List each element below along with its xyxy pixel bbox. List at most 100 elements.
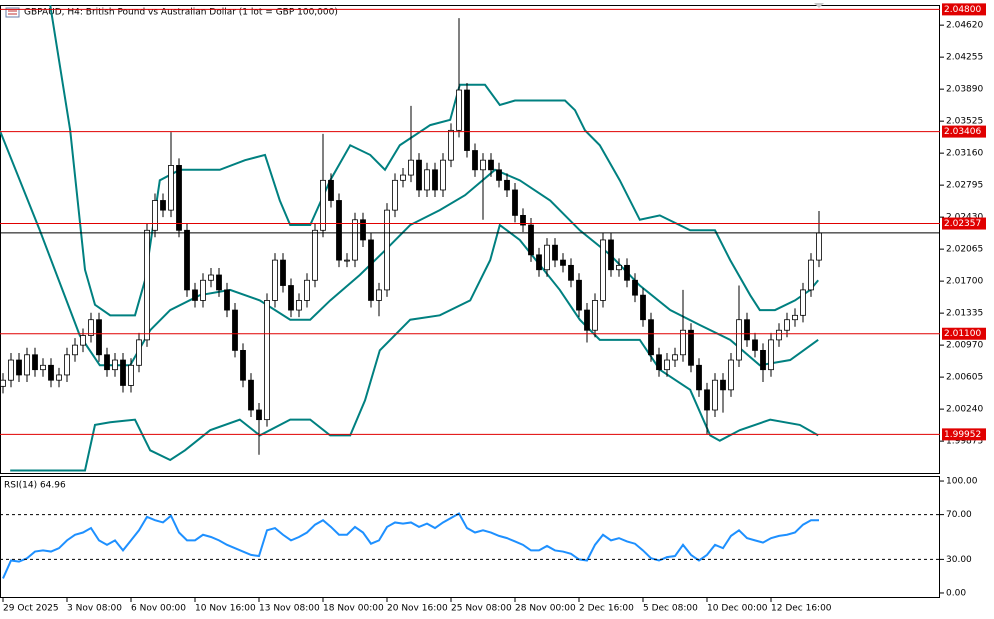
candle-body (112, 359, 118, 371)
level-label: 2.01100 (944, 329, 981, 339)
candle-body (704, 389, 710, 411)
y-tick-label: 2.02065 (946, 245, 983, 255)
candle-body (64, 354, 70, 376)
x-tick-label: 10 Nov 16:00 (195, 604, 256, 614)
level-label-box (942, 3, 986, 16)
y-tick-label: 2.03890 (946, 85, 983, 95)
candle-body (616, 264, 622, 271)
x-tick-label: 5 Dec 08:00 (643, 604, 698, 614)
candle-body (592, 300, 598, 331)
candle-body (448, 129, 454, 161)
candle-body (400, 174, 406, 181)
candle-body (424, 169, 430, 191)
candle-body (632, 279, 638, 296)
candle-body (288, 285, 294, 311)
candle-body (640, 294, 646, 321)
x-tick-label: 13 Nov 08:00 (259, 604, 320, 614)
level-label: 2.02357 (944, 219, 981, 229)
candle-body (488, 159, 494, 171)
candle-body (296, 300, 302, 311)
x-tick-label: 25 Nov 08:00 (451, 604, 512, 614)
y-tick-label: 70.00 (946, 510, 972, 520)
y-tick-label: 1.99875 (946, 437, 983, 447)
y-tick-label: 2.01335 (946, 309, 983, 319)
x-tick-label: 2 Dec 16:00 (579, 604, 634, 614)
candle-body (360, 219, 366, 241)
rsi-pane (0, 476, 940, 598)
candle-body (560, 259, 566, 266)
candle-body (408, 159, 414, 176)
candle-body (696, 364, 702, 391)
candle-body (416, 159, 422, 191)
candle-body (32, 354, 38, 371)
candle-body (512, 189, 518, 216)
band-line (10, 223, 819, 472)
candle-body (536, 254, 542, 271)
candle-body (0, 379, 6, 387)
y-tick-label: 0.00 (946, 588, 966, 598)
y-tick-label: 100.00 (946, 477, 978, 487)
x-tick-label: 28 Nov 00:00 (515, 604, 576, 614)
candle-body (496, 169, 502, 181)
candle-body (456, 89, 462, 131)
shift-marker (814, 3, 824, 8)
candle-body (80, 335, 86, 346)
candle-body (776, 329, 782, 341)
candle-body (600, 239, 606, 301)
candle-body (168, 165, 174, 211)
candle-body (40, 364, 46, 371)
candle-body (240, 349, 246, 381)
candle-body (16, 359, 22, 376)
plot-area (2, 512, 820, 579)
candle-body (432, 169, 438, 191)
candle-body (800, 289, 806, 316)
x-tick-label: 6 Nov 00:00 (131, 604, 186, 614)
candle-body (728, 359, 734, 391)
y-tick-label: 30.00 (946, 555, 972, 565)
candle-body (480, 159, 486, 171)
candle-body (464, 89, 470, 151)
candle-body (744, 319, 750, 341)
candle-body (256, 409, 262, 421)
candle-body (272, 259, 278, 301)
candle-body (304, 279, 310, 301)
chart-title: GBPAUD, H4: British Pound vs Australian … (24, 8, 338, 18)
y-tick-label: 2.02795 (946, 181, 983, 191)
candle-body (344, 259, 350, 262)
candle-body (216, 274, 222, 291)
rsi-title: RSI(14) 64.96 (4, 481, 66, 491)
level-label-box (942, 327, 986, 340)
candle-body (248, 379, 254, 411)
candle-body (528, 224, 534, 256)
candle-body (472, 150, 478, 171)
candle-body (320, 179, 326, 231)
candle-body (672, 354, 678, 361)
candle-body (232, 309, 238, 351)
candle-body (160, 200, 166, 211)
y-tick-label: 2.03160 (946, 149, 983, 159)
candle-body (144, 229, 150, 341)
candle-body (688, 329, 694, 366)
candle-body (664, 359, 670, 371)
candle-body (176, 165, 182, 231)
candle-body (48, 364, 54, 381)
candle-body (88, 319, 94, 336)
candle-body (760, 349, 766, 371)
y-tick-label: 2.04255 (946, 53, 983, 63)
candle-body (784, 319, 790, 331)
candle-body (736, 319, 742, 361)
candle-body (504, 179, 510, 191)
x-tick-label: 18 Nov 00:00 (323, 604, 384, 614)
x-tick-label: 29 Oct 2025 (3, 604, 59, 614)
candle-body (336, 200, 342, 261)
main-pane (0, 5, 940, 474)
candle-body (56, 374, 62, 381)
candle-body (584, 309, 590, 331)
level-label: 2.04800 (944, 5, 981, 15)
x-tick-label: 3 Nov 08:00 (67, 604, 122, 614)
x-tick-label: 20 Nov 16:00 (387, 604, 448, 614)
candle-body (568, 264, 574, 281)
candle-body (648, 319, 654, 356)
candle-body (368, 239, 374, 301)
